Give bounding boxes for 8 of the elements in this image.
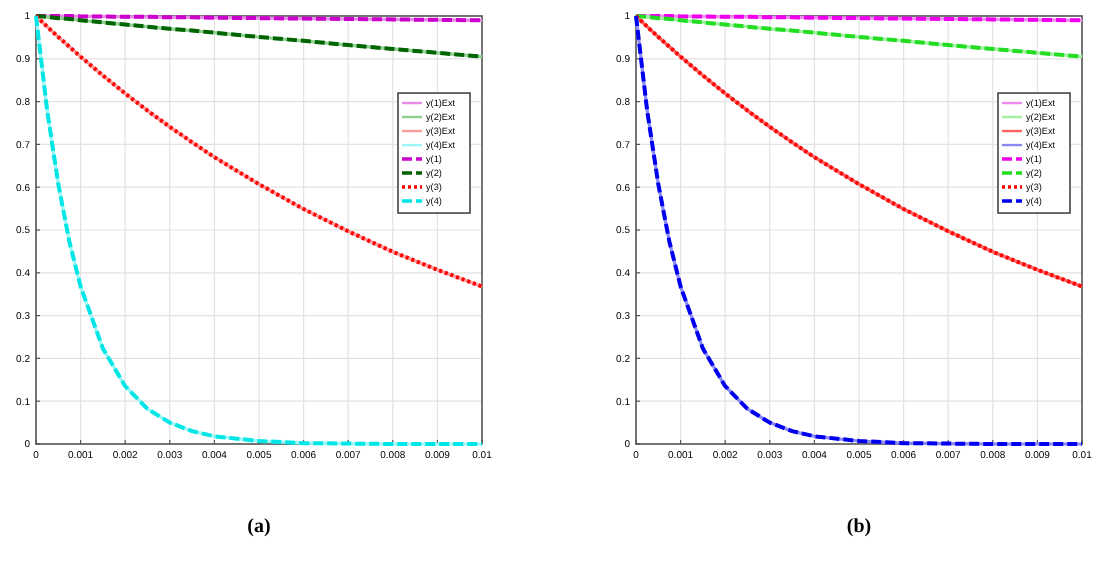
line-series	[634, 14, 1084, 446]
line-series	[634, 14, 1084, 59]
line-series	[34, 14, 484, 446]
line-series	[34, 14, 484, 59]
line-series	[34, 14, 484, 289]
text: (b)	[846, 516, 872, 538]
text: (a)	[247, 516, 271, 538]
line-series	[634, 14, 1084, 289]
